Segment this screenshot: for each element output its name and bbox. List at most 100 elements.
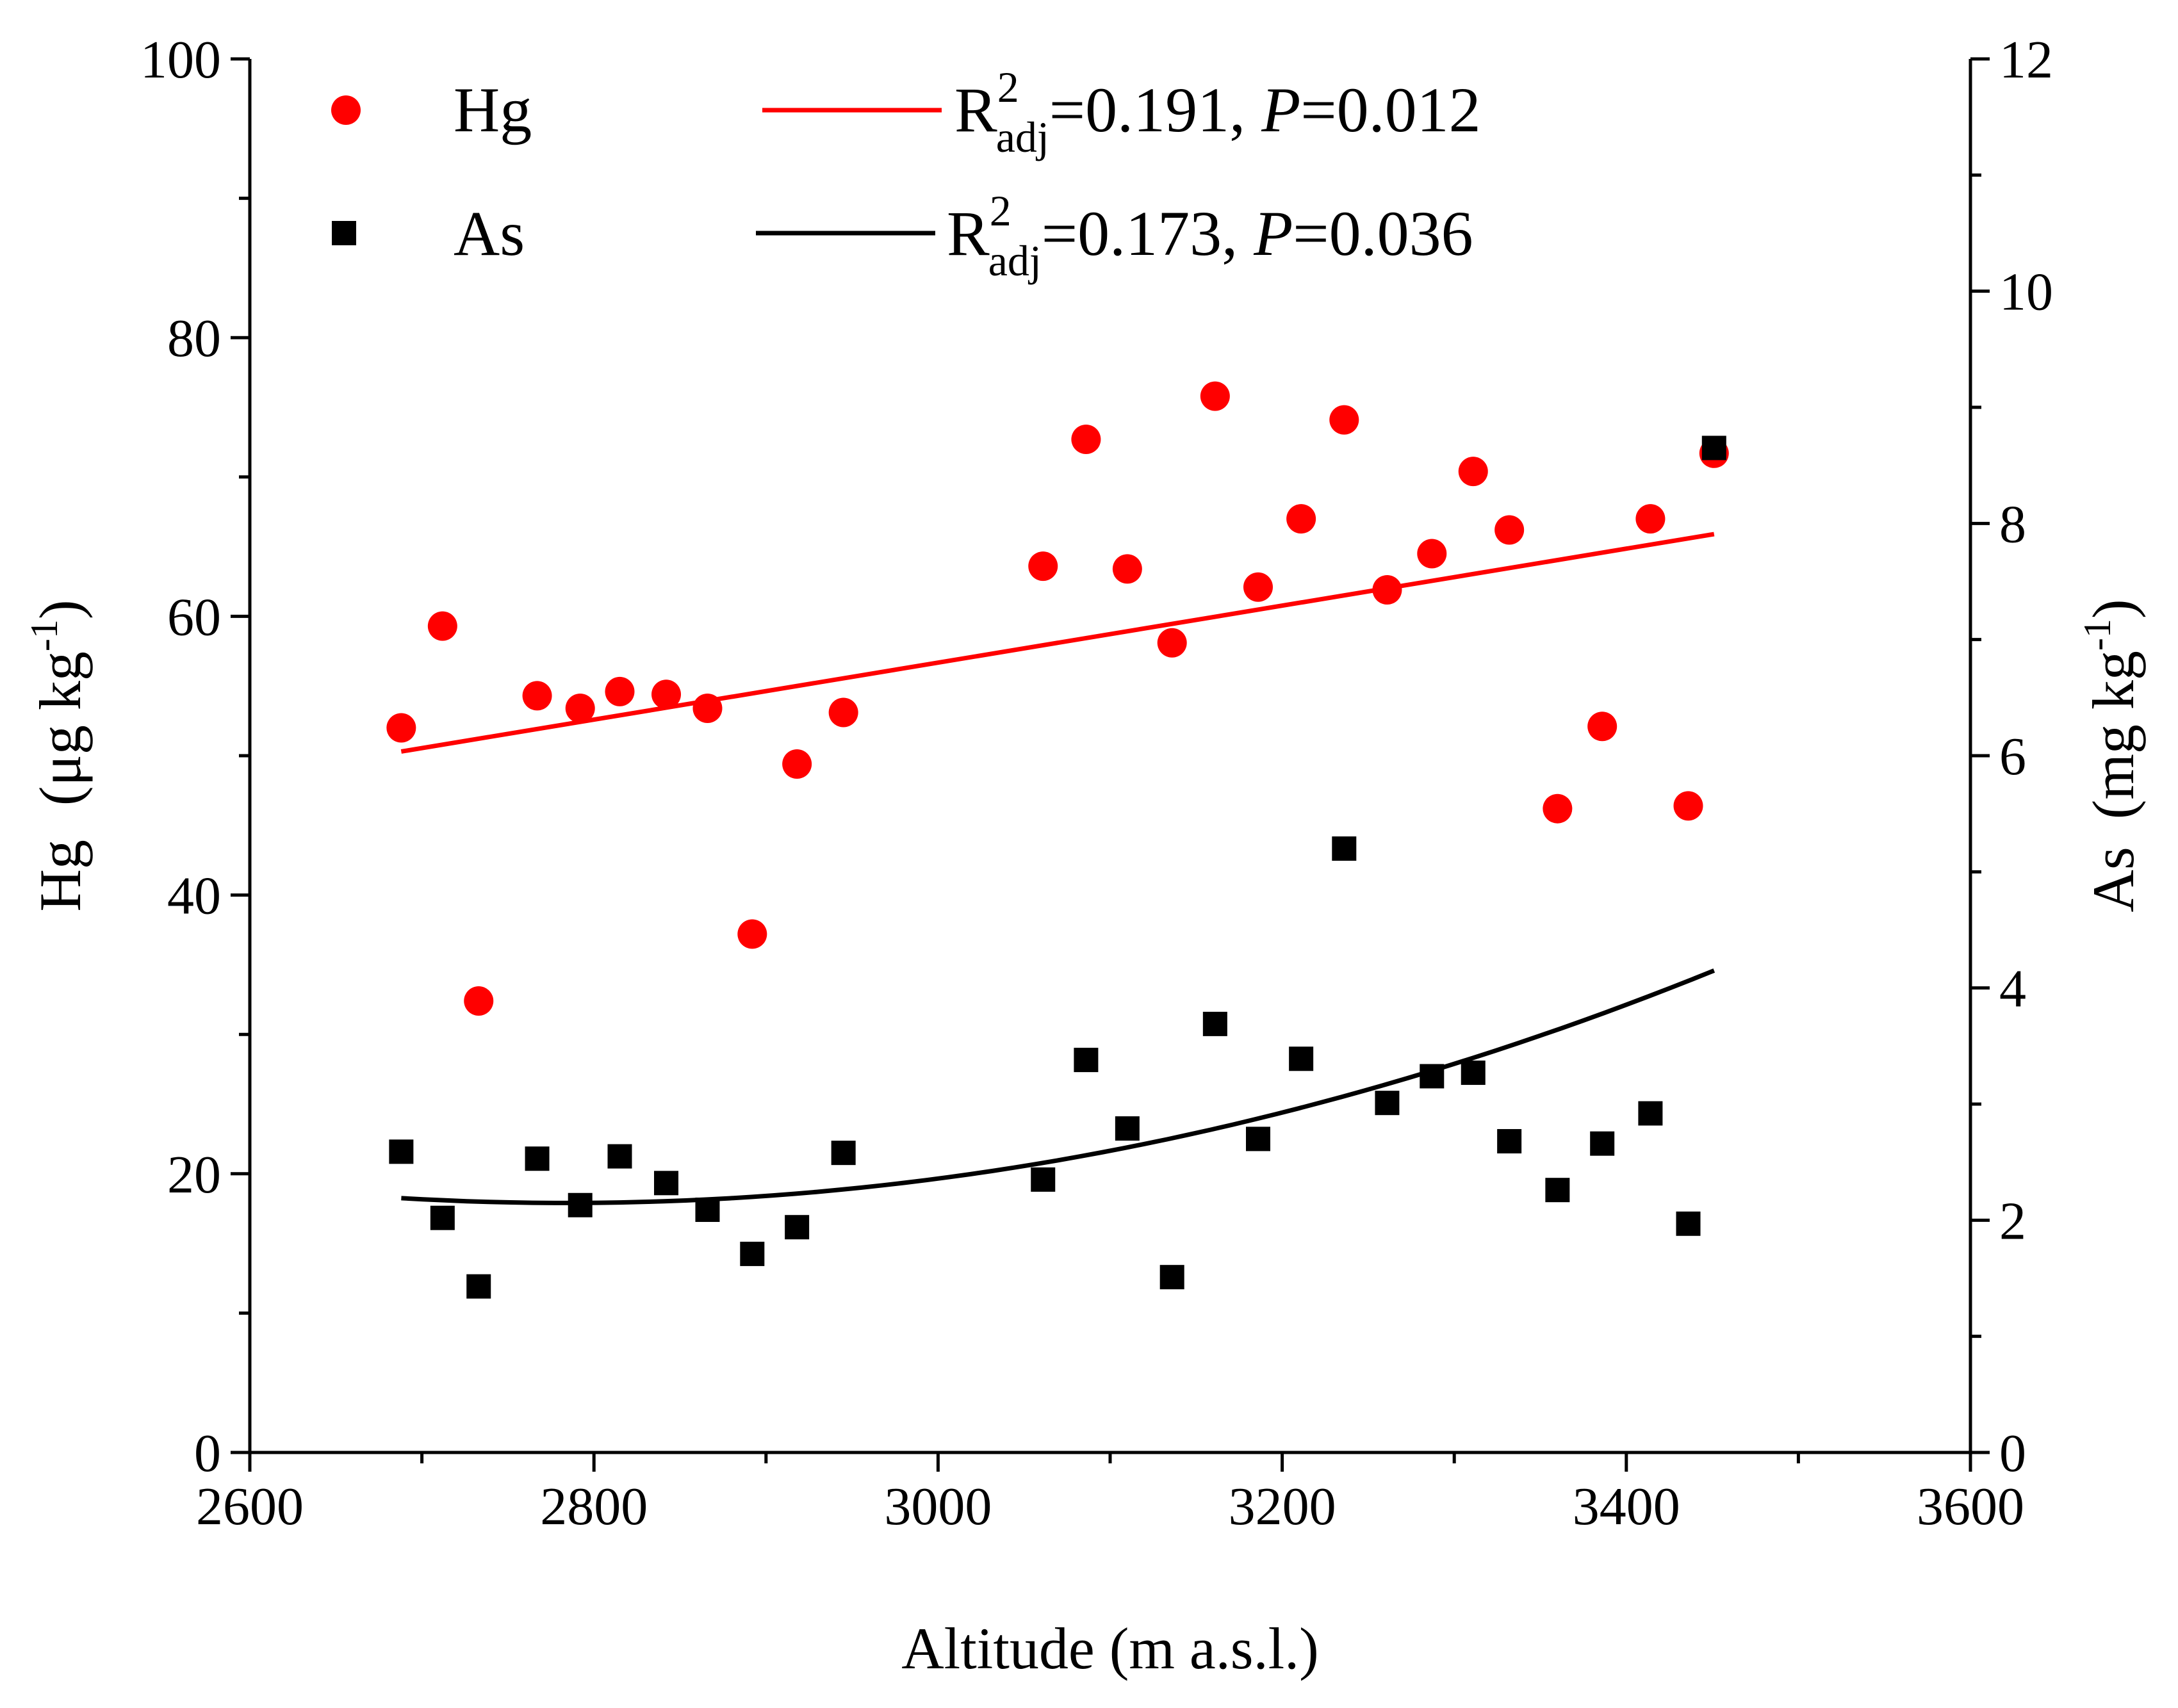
x-tick-label: 3400 bbox=[1573, 1477, 1680, 1536]
as-point bbox=[607, 1144, 632, 1169]
legend-as-fit-sup: 2 bbox=[990, 186, 1011, 235]
as-point bbox=[695, 1198, 720, 1223]
as-point bbox=[1545, 1178, 1570, 1203]
hg-point bbox=[1417, 539, 1447, 569]
x-tick-label: 2800 bbox=[540, 1477, 648, 1536]
hg-point bbox=[565, 694, 595, 724]
right-y-tick-label: 12 bbox=[1999, 30, 2053, 90]
x-tick-label: 2600 bbox=[196, 1477, 304, 1536]
as-point bbox=[831, 1141, 856, 1166]
left-y-axis-title: Hg (μg kg-1) bbox=[23, 599, 93, 911]
hg-point bbox=[1587, 712, 1617, 742]
as-point bbox=[1074, 1048, 1099, 1073]
as-point bbox=[1202, 1011, 1227, 1036]
as-point bbox=[525, 1146, 550, 1171]
hg-point bbox=[522, 681, 552, 711]
as-point bbox=[1590, 1131, 1615, 1156]
as-point bbox=[740, 1241, 765, 1266]
left-y-axis-symbol: Hg bbox=[28, 840, 93, 911]
left-y-tick-label: 0 bbox=[194, 1424, 221, 1483]
as-point bbox=[1159, 1265, 1184, 1290]
tick-labels: 2600 2800 3000 3200 3400 36000204060801000246… bbox=[140, 30, 2053, 1536]
left-y-tick-label: 20 bbox=[167, 1145, 221, 1205]
legend-as-fit-sub: adj bbox=[988, 236, 1042, 285]
legend-as-fit-r2: =0.173, bbox=[1042, 198, 1254, 269]
x-tick-label: 3200 bbox=[1229, 1477, 1336, 1536]
left-y-tick-label: 60 bbox=[167, 587, 221, 647]
legend-hg-fit-sup: 2 bbox=[997, 63, 1019, 111]
right-y-axis-unit: (mg kg bbox=[2081, 651, 2146, 819]
legend-hg-label: Hg bbox=[454, 74, 532, 145]
legend-as-fit-pv: =0.036 bbox=[1293, 198, 1473, 269]
as-point bbox=[785, 1215, 810, 1240]
x-axis-title: Altitude (m a.s.l.) bbox=[901, 1616, 1319, 1681]
as-point bbox=[1289, 1046, 1314, 1071]
left-y-axis-exponent: -1 bbox=[23, 619, 65, 651]
axis-ticks bbox=[231, 57, 1990, 1472]
hg-point bbox=[651, 679, 682, 710]
data-points bbox=[386, 381, 1729, 1299]
as-point bbox=[1638, 1101, 1663, 1126]
left-y-tick-label: 100 bbox=[140, 30, 221, 90]
left-y-tick-label: 80 bbox=[167, 309, 221, 368]
right-y-tick-label: 6 bbox=[1999, 727, 2026, 786]
hg-point bbox=[427, 611, 457, 641]
right-y-tick-label: 8 bbox=[1999, 494, 2026, 554]
as-point bbox=[1375, 1091, 1400, 1116]
legend-hg-fit-pv: =0.012 bbox=[1300, 74, 1480, 145]
right-y-tick-label: 4 bbox=[1999, 959, 2026, 1019]
as-point bbox=[1497, 1129, 1522, 1154]
hg-point bbox=[605, 676, 635, 706]
as-point bbox=[568, 1192, 593, 1217]
as-point bbox=[1031, 1167, 1056, 1192]
legend-hg-fit-stats: R2 adj=0.191, P=0.012 bbox=[954, 63, 1481, 161]
hg-point bbox=[1543, 793, 1573, 824]
as-point bbox=[389, 1139, 414, 1164]
fit-line-as bbox=[401, 968, 1715, 1205]
fit-lines bbox=[400, 532, 1715, 1205]
hg-point bbox=[1028, 551, 1058, 582]
legend-as-fit-r: R bbox=[947, 198, 990, 269]
legend-hg-marker bbox=[331, 95, 361, 125]
right-y-axis-exponent: -1 bbox=[2076, 619, 2118, 651]
as-point bbox=[1332, 836, 1357, 861]
as-point bbox=[654, 1171, 679, 1196]
legend-as-label: As bbox=[454, 198, 525, 269]
fit-line-hg bbox=[400, 532, 1715, 754]
left-y-axis-unit: (μg kg bbox=[28, 651, 93, 806]
legend-as-fit-stats: R2 adj=0.173, P=0.036 bbox=[947, 186, 1473, 285]
hg-point bbox=[737, 919, 767, 949]
hg-point bbox=[1372, 575, 1402, 605]
legend-hg-fit-r: R bbox=[954, 74, 997, 145]
legend-as-marker bbox=[332, 221, 356, 245]
right-y-tick-label: 0 bbox=[1999, 1424, 2026, 1483]
hg-point bbox=[1243, 572, 1273, 602]
hg-point bbox=[464, 986, 494, 1016]
legend-hg-fit-sub: adj bbox=[996, 113, 1049, 161]
as-point bbox=[1420, 1064, 1445, 1089]
legend-as-fit-p: P bbox=[1253, 198, 1293, 269]
hg-point bbox=[1112, 554, 1142, 584]
right-y-axis-close: ) bbox=[2081, 599, 2146, 619]
hg-point bbox=[386, 713, 416, 743]
hg-point bbox=[782, 749, 812, 779]
hg-point bbox=[1673, 791, 1703, 821]
hg-point bbox=[692, 694, 723, 724]
hg-point bbox=[1071, 425, 1101, 455]
as-point bbox=[430, 1205, 455, 1230]
right-y-tick-label: 2 bbox=[1999, 1191, 2026, 1251]
legend-hg-fit-r2: =0.191, bbox=[1049, 74, 1261, 145]
hg-point bbox=[1635, 504, 1666, 534]
left-y-tick-label: 40 bbox=[167, 866, 221, 926]
right-y-tick-label: 10 bbox=[1999, 263, 2053, 322]
legend: Hg R2 adj=0.191, P=0.012 As R2 adj=0.173, … bbox=[331, 63, 1481, 285]
as-point bbox=[1461, 1061, 1486, 1086]
hg-point bbox=[828, 697, 858, 728]
legend-hg-fit-p: P bbox=[1261, 74, 1300, 145]
as-point bbox=[1676, 1211, 1701, 1236]
right-y-axis-title: As (mg kg-1) bbox=[2076, 599, 2146, 912]
hg-point bbox=[1329, 405, 1359, 435]
as-point bbox=[1245, 1126, 1270, 1151]
hg-point bbox=[1458, 457, 1488, 487]
